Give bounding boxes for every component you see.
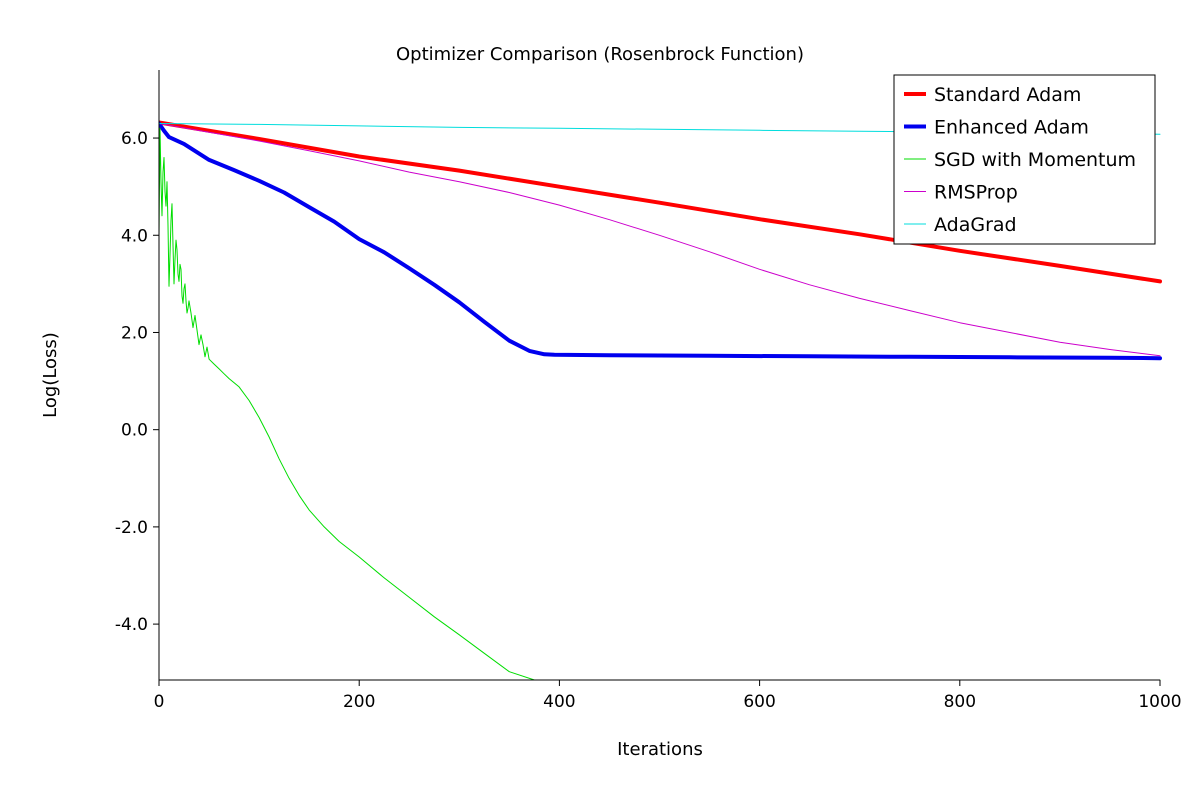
y-tick-label: 0.0 (121, 421, 148, 441)
x-tick-label: 200 (343, 692, 375, 712)
y-tick-label: -4.0 (115, 615, 148, 635)
legend-label-enhanced-adam: Enhanced Adam (934, 117, 1089, 139)
x-tick-label: 1000 (1138, 692, 1181, 712)
x-ticks: 0 200 400 600 800 1000 (154, 680, 1182, 712)
x-axis-label: Iterations (617, 739, 703, 760)
chart-title: Optimizer Comparison (Rosenbrock Functio… (396, 44, 804, 65)
y-tick-label: 6.0 (121, 129, 148, 149)
legend-label-standard-adam: Standard Adam (934, 84, 1081, 106)
y-tick-label: 2.0 (121, 323, 148, 343)
legend-items: Standard Adam Enhanced Adam SGD with Momen… (904, 84, 1136, 236)
legend-label-sgd-with-momentum: SGD with Momentum (934, 149, 1136, 171)
legend-label-adagrad: AdaGrad (934, 214, 1017, 236)
y-tick-label: -2.0 (115, 518, 148, 538)
series-line-standard-adam (159, 120, 1162, 284)
x-tick-label: 600 (743, 692, 775, 712)
x-tick-label: 400 (543, 692, 575, 712)
legend-box (893, 74, 1156, 245)
y-tick-label: 4.0 (121, 226, 148, 246)
series-line-enhanced-adam (159, 121, 1162, 361)
y-axis-label: Log(Loss) (40, 332, 61, 418)
legend: Standard Adam Enhanced Adam SGD with Momen… (893, 74, 1156, 245)
x-tick-label: 0 (154, 692, 165, 712)
series-line-sgd-with-momentum (159, 127, 1161, 680)
y-ticks: -4.0 -2.0 0.0 2.0 4.0 6.0 (115, 129, 159, 635)
series-line-rmsprop (159, 123, 1161, 357)
legend-label-rmsprop: RMSProp (934, 182, 1018, 204)
x-tick-label: 800 (944, 692, 976, 712)
plot-lines (159, 120, 1162, 680)
